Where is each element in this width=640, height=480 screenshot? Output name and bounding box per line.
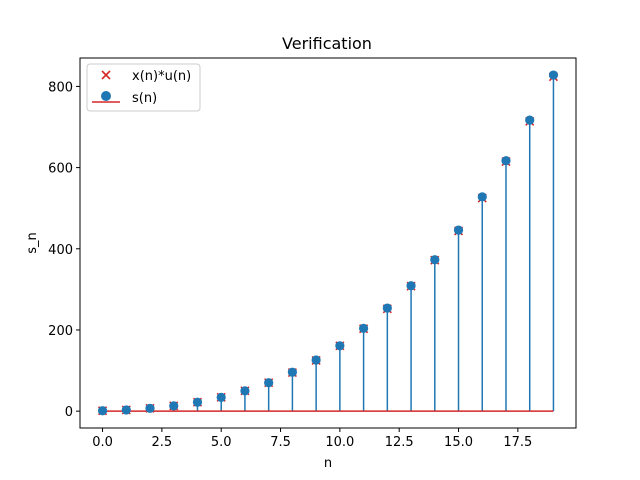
stem-point [240,386,250,396]
stem-point [264,378,274,388]
chart-title: Verification [282,34,372,53]
stem-point [358,323,369,333]
legend-label-convolution: x(n)*u(n) [132,69,191,84]
stem-point [216,392,226,402]
stem-point [430,255,440,265]
y-tick-label: 0 [65,405,73,420]
stem-point [335,341,345,351]
x-tick-label: 5.0 [211,435,232,450]
legend-label-sn: s(n) [132,91,157,106]
x-axis-ticks: 0.0 2.5 5.0 7.5 10.0 12.5 15.0 17.5 [92,428,532,450]
x-tick-label: 0.0 [92,435,113,450]
x-axis-label: n [324,456,332,471]
stem-point [525,115,535,125]
y-tick-label: 800 [48,80,73,95]
legend: x(n)*u(n) s(n) [86,63,201,112]
axes-frame [79,57,577,429]
plot-area [97,70,559,416]
y-axis-ticks: 0 200 400 600 800 [48,80,80,420]
stem-point [548,70,559,80]
stem-point [97,406,108,416]
stem-point [121,405,131,415]
stem-point [382,303,392,313]
stem-point [477,192,487,202]
stem-point [287,367,298,377]
stem-point [169,401,179,411]
stem-point [406,281,416,291]
x-tick-label: 12.5 [385,435,414,450]
legend-marker-x [101,70,111,80]
x-tick-label: 15.0 [444,435,473,450]
legend-box [86,63,201,112]
y-tick-label: 200 [48,324,73,339]
stem-point [192,397,203,407]
x-tick-label: 2.5 [152,435,173,450]
y-tick-label: 400 [48,243,73,258]
x-tick-label: 7.5 [270,435,291,450]
legend-marker-dot [101,91,111,101]
stem-point [311,355,321,365]
y-tick-label: 600 [48,162,73,177]
y-axis-label: s_n [25,232,40,254]
stem-point [453,225,464,235]
stem-point [145,403,155,413]
x-tick-label: 17.5 [503,435,532,450]
x-tick-label: 10.0 [325,435,354,450]
stem-point [501,156,511,166]
